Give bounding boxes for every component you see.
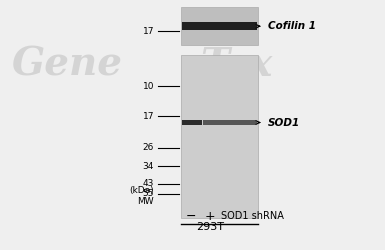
Text: 10: 10	[142, 82, 154, 91]
Text: −: −	[186, 210, 197, 223]
Bar	[182, 120, 202, 125]
Text: +: +	[204, 210, 215, 223]
Text: 26: 26	[142, 143, 154, 152]
Text: 293T: 293T	[196, 222, 224, 232]
Text: 55: 55	[142, 189, 154, 198]
Bar	[181, 55, 258, 218]
Bar	[182, 22, 257, 30]
Text: 17: 17	[142, 27, 154, 36]
Text: Tex: Tex	[200, 45, 273, 83]
Text: (kDa): (kDa)	[129, 186, 154, 195]
Text: Cofilin 1: Cofilin 1	[268, 21, 316, 31]
Text: SOD1 shRNA: SOD1 shRNA	[221, 211, 284, 221]
Text: Gene: Gene	[12, 45, 122, 83]
Bar	[203, 120, 257, 125]
Text: 34: 34	[142, 162, 154, 171]
Text: 43: 43	[142, 179, 154, 188]
Text: SOD1: SOD1	[268, 118, 300, 128]
Bar	[181, 8, 258, 45]
Text: MW: MW	[137, 197, 154, 206]
Text: 17: 17	[142, 112, 154, 121]
